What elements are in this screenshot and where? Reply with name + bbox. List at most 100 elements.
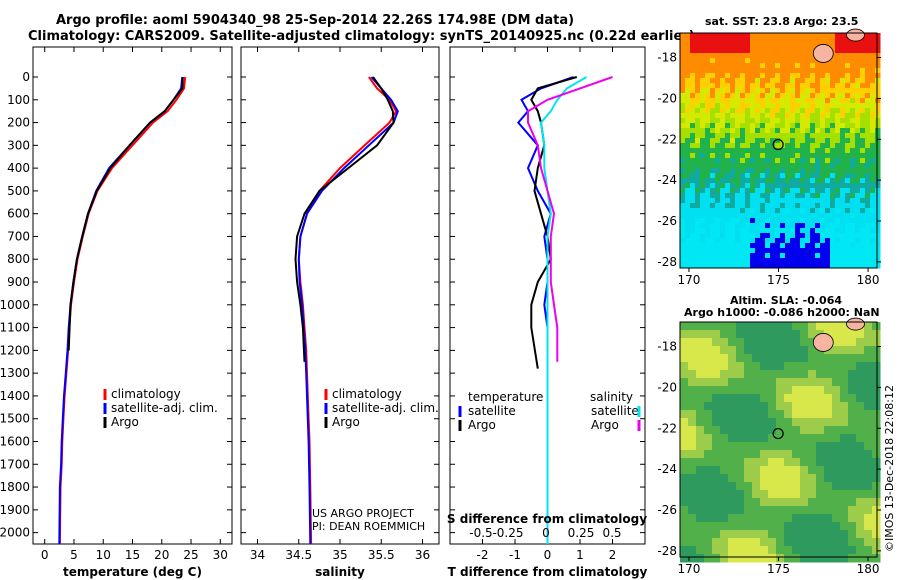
depth-tick-label: 600 (7, 207, 30, 221)
difference-series-salinity-argo (527, 76, 613, 362)
sst_map-ytick-label: -24 (657, 173, 677, 187)
difference-xtick-label: -1 (509, 548, 521, 562)
sla_map-ytick-label: -28 (657, 544, 677, 558)
depth-tick-label: 0 (22, 70, 30, 84)
sla_map-xtick-label: 170 (678, 562, 701, 576)
depth-tick-label: 900 (7, 275, 30, 289)
depth-tick-label: 1500 (0, 412, 30, 426)
difference-xtick-label: 2 (609, 548, 617, 562)
diff-salinity-xlabel: S difference from climatology (447, 512, 647, 526)
depth-tick-label: 500 (7, 184, 30, 198)
sla_map-xtick-label: 180 (857, 562, 880, 576)
sla_map-xtick-label: 175 (767, 562, 790, 576)
salinity-legend-label: climatology (332, 387, 402, 401)
sst_map-island (812, 44, 834, 63)
diff-salinity-tick-label: 0 (542, 526, 550, 540)
sst_map-ytick-label: -18 (657, 51, 677, 65)
sla_map-ytick-label: -18 (657, 340, 677, 354)
sla_map-panel (679, 317, 881, 563)
salinity-xtick-label: 35.5 (368, 548, 395, 562)
sla_map-ytick-label: -26 (657, 503, 677, 517)
sst_map-ytick-label: -28 (657, 255, 677, 269)
figure-title-line2: Climatology: CARS2009. Satellite-adjuste… (28, 29, 695, 44)
depth-tick-label: 200 (7, 116, 30, 130)
salinity-series-satellite-adj-clim- (297, 76, 399, 545)
salinity-legend-label: Argo (332, 415, 360, 429)
sst_map-xtick-label: 180 (857, 273, 880, 287)
temperature-legend-label: climatology (111, 387, 181, 401)
sst_map-panel (679, 28, 881, 272)
sla_map-island (812, 333, 834, 352)
sst-map-title: sat. SST: 23.8 Argo: 23.5 (705, 15, 859, 28)
sst_map-island (846, 28, 865, 42)
depth-tick-label: 800 (7, 252, 30, 266)
figure-title-line1: Argo profile: aoml 5904340_98 25-Sep-201… (56, 13, 575, 28)
temperature-series-argo (67, 76, 184, 351)
depth-tick-label: 1300 (0, 366, 30, 380)
diff-salinity-tick-label: -0.25 (492, 526, 523, 540)
diff-salinity-tick-label: -0.5 (469, 526, 492, 540)
salinity-legend-label: satellite-adj. clim. (332, 401, 439, 415)
difference-xtick-label: -2 (477, 548, 489, 562)
sla_map-float-marker (772, 427, 784, 440)
salinity-xlabel: salinity (315, 565, 365, 579)
sla_map-ytick-label: -24 (657, 462, 677, 476)
sst_map-ytick-label: -22 (657, 132, 677, 146)
sst_map-xtick-label: 175 (767, 273, 790, 287)
salinity-xtick-label: 34 (250, 548, 265, 562)
salinity-xtick-label: 36 (415, 548, 430, 562)
temperature-xtick-label: 10 (96, 548, 111, 562)
salinity-series-argo (294, 76, 395, 362)
depth-tick-label: 1600 (0, 434, 30, 448)
difference-series-temperature-argo (530, 76, 578, 369)
pi-annotation: PI: DEAN ROEMMICH (312, 520, 425, 533)
sla_map-ytick-label: -22 (657, 421, 677, 435)
temperature-xtick-label: 0 (41, 548, 49, 562)
temperature-plot-area (32, 46, 233, 545)
diff-legend-salinity-header: salinity (590, 390, 633, 404)
temperature-xlabel: temperature (deg C) (63, 565, 202, 579)
diff-legend-salinity-label: Argo (591, 418, 619, 432)
copyright-stamp: ©IMOS 13-Dec-2018 22:08:12 (883, 385, 896, 552)
sla-map-title-line1: Altim. SLA: -0.064 (730, 294, 843, 307)
depth-tick-label: 700 (7, 229, 30, 243)
sla_map-island (846, 317, 865, 331)
diff-salinity-tick-label: 0.5 (602, 526, 621, 540)
salinity-plot-area (240, 46, 440, 545)
temperature-xtick-label: 30 (213, 548, 228, 562)
depth-tick-label: 100 (7, 93, 30, 107)
depth-tick-label: 1000 (0, 298, 30, 312)
depth-tick-label: 2000 (0, 526, 30, 540)
diff-legend-temperature-label: Argo (468, 418, 496, 432)
temperature-xtick-label: 25 (183, 548, 198, 562)
temperature-xtick-label: 15 (125, 548, 140, 562)
difference-xtick-label: 0 (544, 548, 552, 562)
diff-legend-salinity-label: satellite (591, 404, 639, 418)
depth-tick-label: 1900 (0, 503, 30, 517)
depth-tick-label: 400 (7, 161, 30, 175)
depth-tick-label: 1800 (0, 480, 30, 494)
diff-legend-temperature-header: temperature (468, 390, 543, 404)
diff-salinity-tick-label: 0.25 (568, 526, 595, 540)
sst_map-ytick-label: -20 (657, 91, 677, 105)
temperature-xtick-label: 5 (70, 548, 78, 562)
temperature-xtick-label: 20 (154, 548, 169, 562)
sst_map-float-marker (772, 138, 784, 151)
diff-legend-temperature-label: satellite (468, 404, 516, 418)
depth-tick-label: 1200 (0, 343, 30, 357)
salinity-xtick-label: 34.5 (285, 548, 312, 562)
difference-xlabel: T difference from climatology (448, 565, 648, 579)
sst_map-ytick-label: -26 (657, 214, 677, 228)
salinity-xtick-label: 35 (332, 548, 347, 562)
temperature-legend-label: Argo (111, 415, 139, 429)
sst_map-xtick-label: 170 (678, 273, 701, 287)
sla_map-ytick-label: -20 (657, 380, 677, 394)
depth-tick-label: 1100 (0, 321, 30, 335)
depth-tick-label: 1400 (0, 389, 30, 403)
difference-xtick-label: 1 (576, 548, 584, 562)
depth-tick-label: 1700 (0, 457, 30, 471)
temperature-legend-label: satellite-adj. clim. (111, 401, 218, 415)
sla-map-title-line2: Argo h1000: -0.086 h2000: NaN (684, 306, 880, 319)
difference-series-salinity-satellite (539, 76, 588, 544)
